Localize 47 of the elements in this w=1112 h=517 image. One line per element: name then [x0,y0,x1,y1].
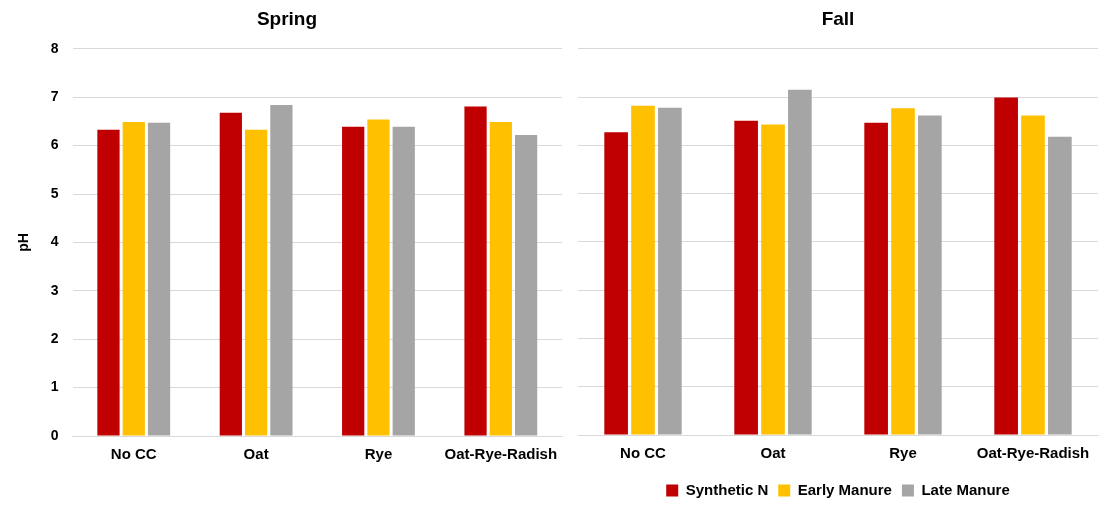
bar [1021,115,1045,435]
y-axis-title: pH [15,233,32,252]
bar [994,97,1018,435]
y-tick-label: 5 [50,184,59,201]
x-tick-label: Rye [364,445,393,463]
x-tick-label: No CC [110,445,157,463]
bar [658,107,682,435]
y-tick-label: 6 [50,136,59,153]
bar [788,89,812,435]
x-tick-label: Oat-Rye-Radish [444,445,558,463]
y-tick-label: 3 [50,281,59,298]
bar [219,112,242,436]
bar [864,122,888,435]
bar [97,129,120,436]
x-tick-label: No CC [620,444,667,462]
bar [392,126,415,436]
y-tick-label: 4 [50,233,59,250]
bar [891,108,915,435]
y-tick-label: 1 [50,378,59,395]
bar [918,115,942,435]
bar [122,121,145,436]
x-tick-label: Oat [760,444,786,462]
bar [489,121,512,436]
bar [464,106,487,436]
chart-title: Fall [821,7,855,29]
x-tick-label: Oat [243,445,269,463]
bar [1048,136,1072,435]
chart-title: Spring [256,7,318,29]
bar [604,132,628,435]
legend-label: Synthetic N [685,480,769,498]
bar [147,122,171,436]
y-tick-label: 7 [50,88,59,105]
y-tick-label: 8 [50,39,59,56]
y-tick-label: 0 [50,426,59,443]
bar [244,129,268,436]
bar [270,104,293,436]
bar [367,119,390,436]
legend-label: Early Manure [797,480,892,498]
bar [631,105,655,435]
bar [734,120,758,435]
bar [342,126,365,436]
x-tick-label: Rye [889,444,917,462]
y-tick-label: 2 [50,330,59,347]
bar [761,124,785,435]
x-tick-label: Oat-Rye-Radish [976,444,1090,462]
bar [514,134,538,436]
legend-label: Late Manure [921,480,1010,498]
